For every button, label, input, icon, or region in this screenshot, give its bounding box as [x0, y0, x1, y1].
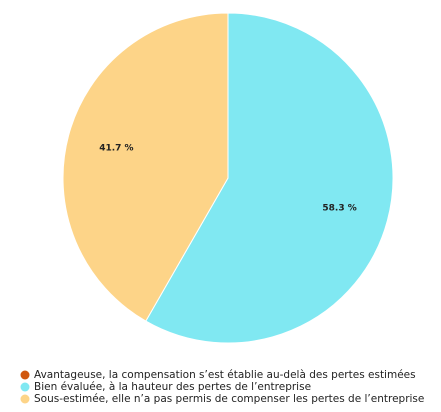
- data-label: 41.7 %: [99, 144, 133, 154]
- legend-marker: [20, 394, 30, 404]
- legend-label: Bien évaluée, à la hauteur des pertes de…: [34, 381, 311, 393]
- pie-slice: [62, 12, 229, 322]
- legend-label: Sous-estimée, elle n’a pas permis de com…: [34, 393, 424, 405]
- data-label: 58.3 %: [322, 203, 356, 213]
- legend-marker: [20, 382, 30, 392]
- legend-label: Avantageuse, la compensation s’est établ…: [34, 369, 416, 381]
- legend-marker: [20, 370, 30, 380]
- pie-slice: [145, 12, 394, 344]
